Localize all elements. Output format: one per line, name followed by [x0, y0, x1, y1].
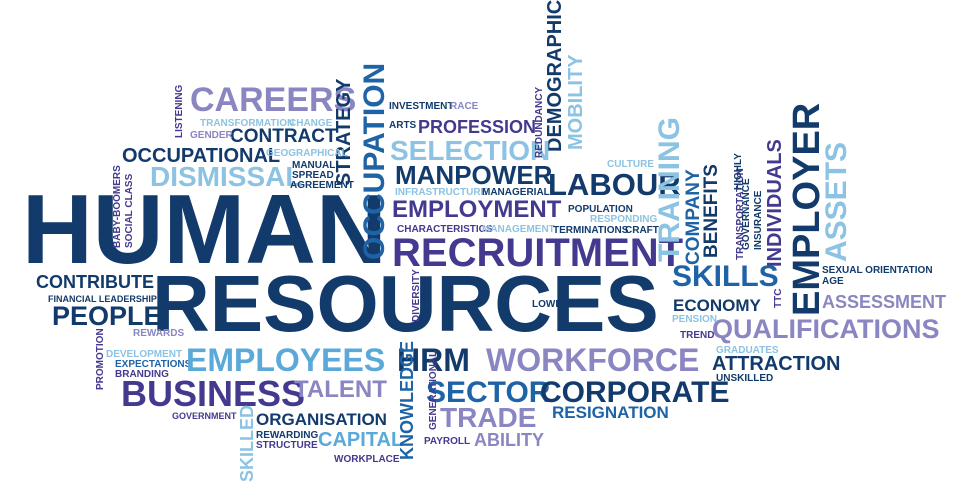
word-workplace: WORKPLACE: [334, 454, 400, 465]
word-change: CHANGE: [289, 118, 333, 129]
word-strategy: STRATEGY: [333, 78, 355, 186]
word-branding: BRANDING: [115, 369, 169, 380]
word-craft: CRAFT: [625, 225, 659, 236]
word-sector: SECTOR: [426, 376, 551, 409]
word-government: GOVERNMENT: [172, 411, 237, 421]
word-redundancy: REDUNDANCY: [534, 86, 545, 158]
word-individuals: INDIVIDUALS: [764, 139, 786, 267]
word-managerial: MANAGERIAL: [482, 187, 550, 198]
word-population: POPULATION: [568, 204, 633, 215]
word-social-class: SOCIAL CLASS: [124, 173, 135, 248]
word-insurance: INSURANCE: [753, 190, 764, 250]
word-hrm: HRM: [397, 342, 470, 378]
word-profession: PROFESSION: [418, 117, 537, 137]
word-management: MANAGEMENT: [482, 224, 555, 235]
word-terminations: TERMINATIONS: [553, 225, 629, 236]
word-economy: ECONOMY: [673, 296, 761, 315]
word-gender: GENDER: [190, 130, 233, 141]
word-human: HUMAN: [22, 174, 387, 284]
word-qualifications: QUALIFICATIONS: [712, 314, 940, 344]
word-generational: GENERATIONAL: [428, 350, 439, 430]
word-employment: EMPLOYMENT: [392, 196, 562, 223]
word-people: PEOPLE: [52, 301, 162, 331]
word-capital: CAPITAL: [318, 429, 404, 451]
word-attraction: ATTRACTION: [712, 353, 841, 375]
word-listening: LISTENING: [174, 84, 185, 138]
word-recruitment: RECRUITMENT: [392, 231, 684, 275]
word-arts: ARTS: [389, 120, 417, 131]
word-age: AGE: [822, 276, 844, 287]
word-business: BUSINESS: [121, 373, 306, 414]
word-employees: EMPLOYEES: [186, 342, 386, 378]
word-diversity: DIVERSITY: [411, 269, 422, 322]
word-geographical: GEOGRAPHICAL: [266, 148, 348, 159]
word-rewards: REWARDS: [133, 328, 185, 339]
word-ability: ABILITY: [474, 430, 544, 450]
word-trend: TREND: [680, 330, 715, 341]
word-demographics: DEMOGRAPHICS: [544, 0, 566, 152]
word-corporate: CORPORATE: [540, 376, 730, 409]
word-promotion: PROMOTION: [95, 328, 106, 390]
word-skilled: SKILLED: [237, 404, 257, 482]
word-manual: MANUAL: [292, 160, 336, 171]
word-structure: STRUCTURE: [256, 440, 318, 451]
word-agreement: AGREEMENT: [290, 180, 354, 191]
word-trade: TRADE: [440, 402, 537, 433]
word-lower: LOWER: [532, 299, 570, 310]
word-payroll: PAYROLL: [424, 436, 471, 447]
word-assessment: ASSESSMENT: [822, 292, 947, 312]
word-financial-leadership: FINANCIAL LEADERSHIP: [48, 294, 157, 304]
word-investment: INVESTMENT: [389, 101, 454, 112]
word-resources: RESOURCES: [152, 259, 659, 348]
word-unskilled: UNSKILLED: [716, 373, 774, 384]
word-race: RACE: [450, 101, 479, 112]
word-development: DEVELOPMENT: [106, 349, 183, 360]
word-characteristics: CHARACTERISTICS: [397, 224, 493, 235]
word-knowledge: KNOWLEDGE: [397, 341, 417, 460]
word-pension: PENSION: [672, 314, 718, 325]
word-sexual-orientation: SEXUAL ORIENTATION: [822, 265, 933, 276]
word-benefits: BENEFITS: [701, 164, 722, 258]
word-transformation: TRANSFORMATION: [200, 118, 295, 129]
word-resignation: RESIGNATION: [552, 403, 669, 422]
word-labour: LABOUR: [548, 167, 681, 202]
word-training: TRAINING: [653, 117, 686, 262]
word-dismissal: DISMISSAL: [150, 161, 303, 192]
word-graduates: GRADUATES: [716, 345, 779, 356]
word-careers: CAREERS: [190, 81, 357, 119]
word-organisation: ORGANISATION: [256, 410, 387, 429]
word-baby-boomers: BABY-BOOMERS: [112, 165, 123, 248]
word-contribute: CONTRIBUTE: [36, 272, 154, 292]
word-contract: CONTRACT: [230, 126, 337, 147]
word-responding: RESPONDING: [590, 214, 658, 225]
word-mobility: MOBILITY: [565, 54, 587, 150]
word-selection: SELECTION: [390, 135, 551, 166]
word-manpower: MANPOWER: [395, 160, 553, 190]
word-workforce: WORKFORCE: [486, 342, 700, 378]
word-governance: GOVERNANCE: [741, 178, 752, 250]
word-ttc: TTC: [773, 288, 784, 308]
word-rewarding: REWARDING: [256, 430, 319, 441]
word-occupation: OCCUPATION: [358, 62, 391, 260]
word-occupational: OCCUPATIONAL: [122, 145, 281, 167]
word-talent: TALENT: [294, 376, 387, 403]
word-assets: ASSETS: [820, 141, 853, 262]
word-expectations: EXPECTATIONS: [115, 359, 192, 370]
word-infrastructure: INFRASTRUCTURE: [395, 187, 488, 198]
word-culture: CULTURE: [607, 159, 655, 170]
word-spread: SPREAD: [292, 170, 334, 181]
word-skills: SKILLS: [672, 260, 779, 293]
